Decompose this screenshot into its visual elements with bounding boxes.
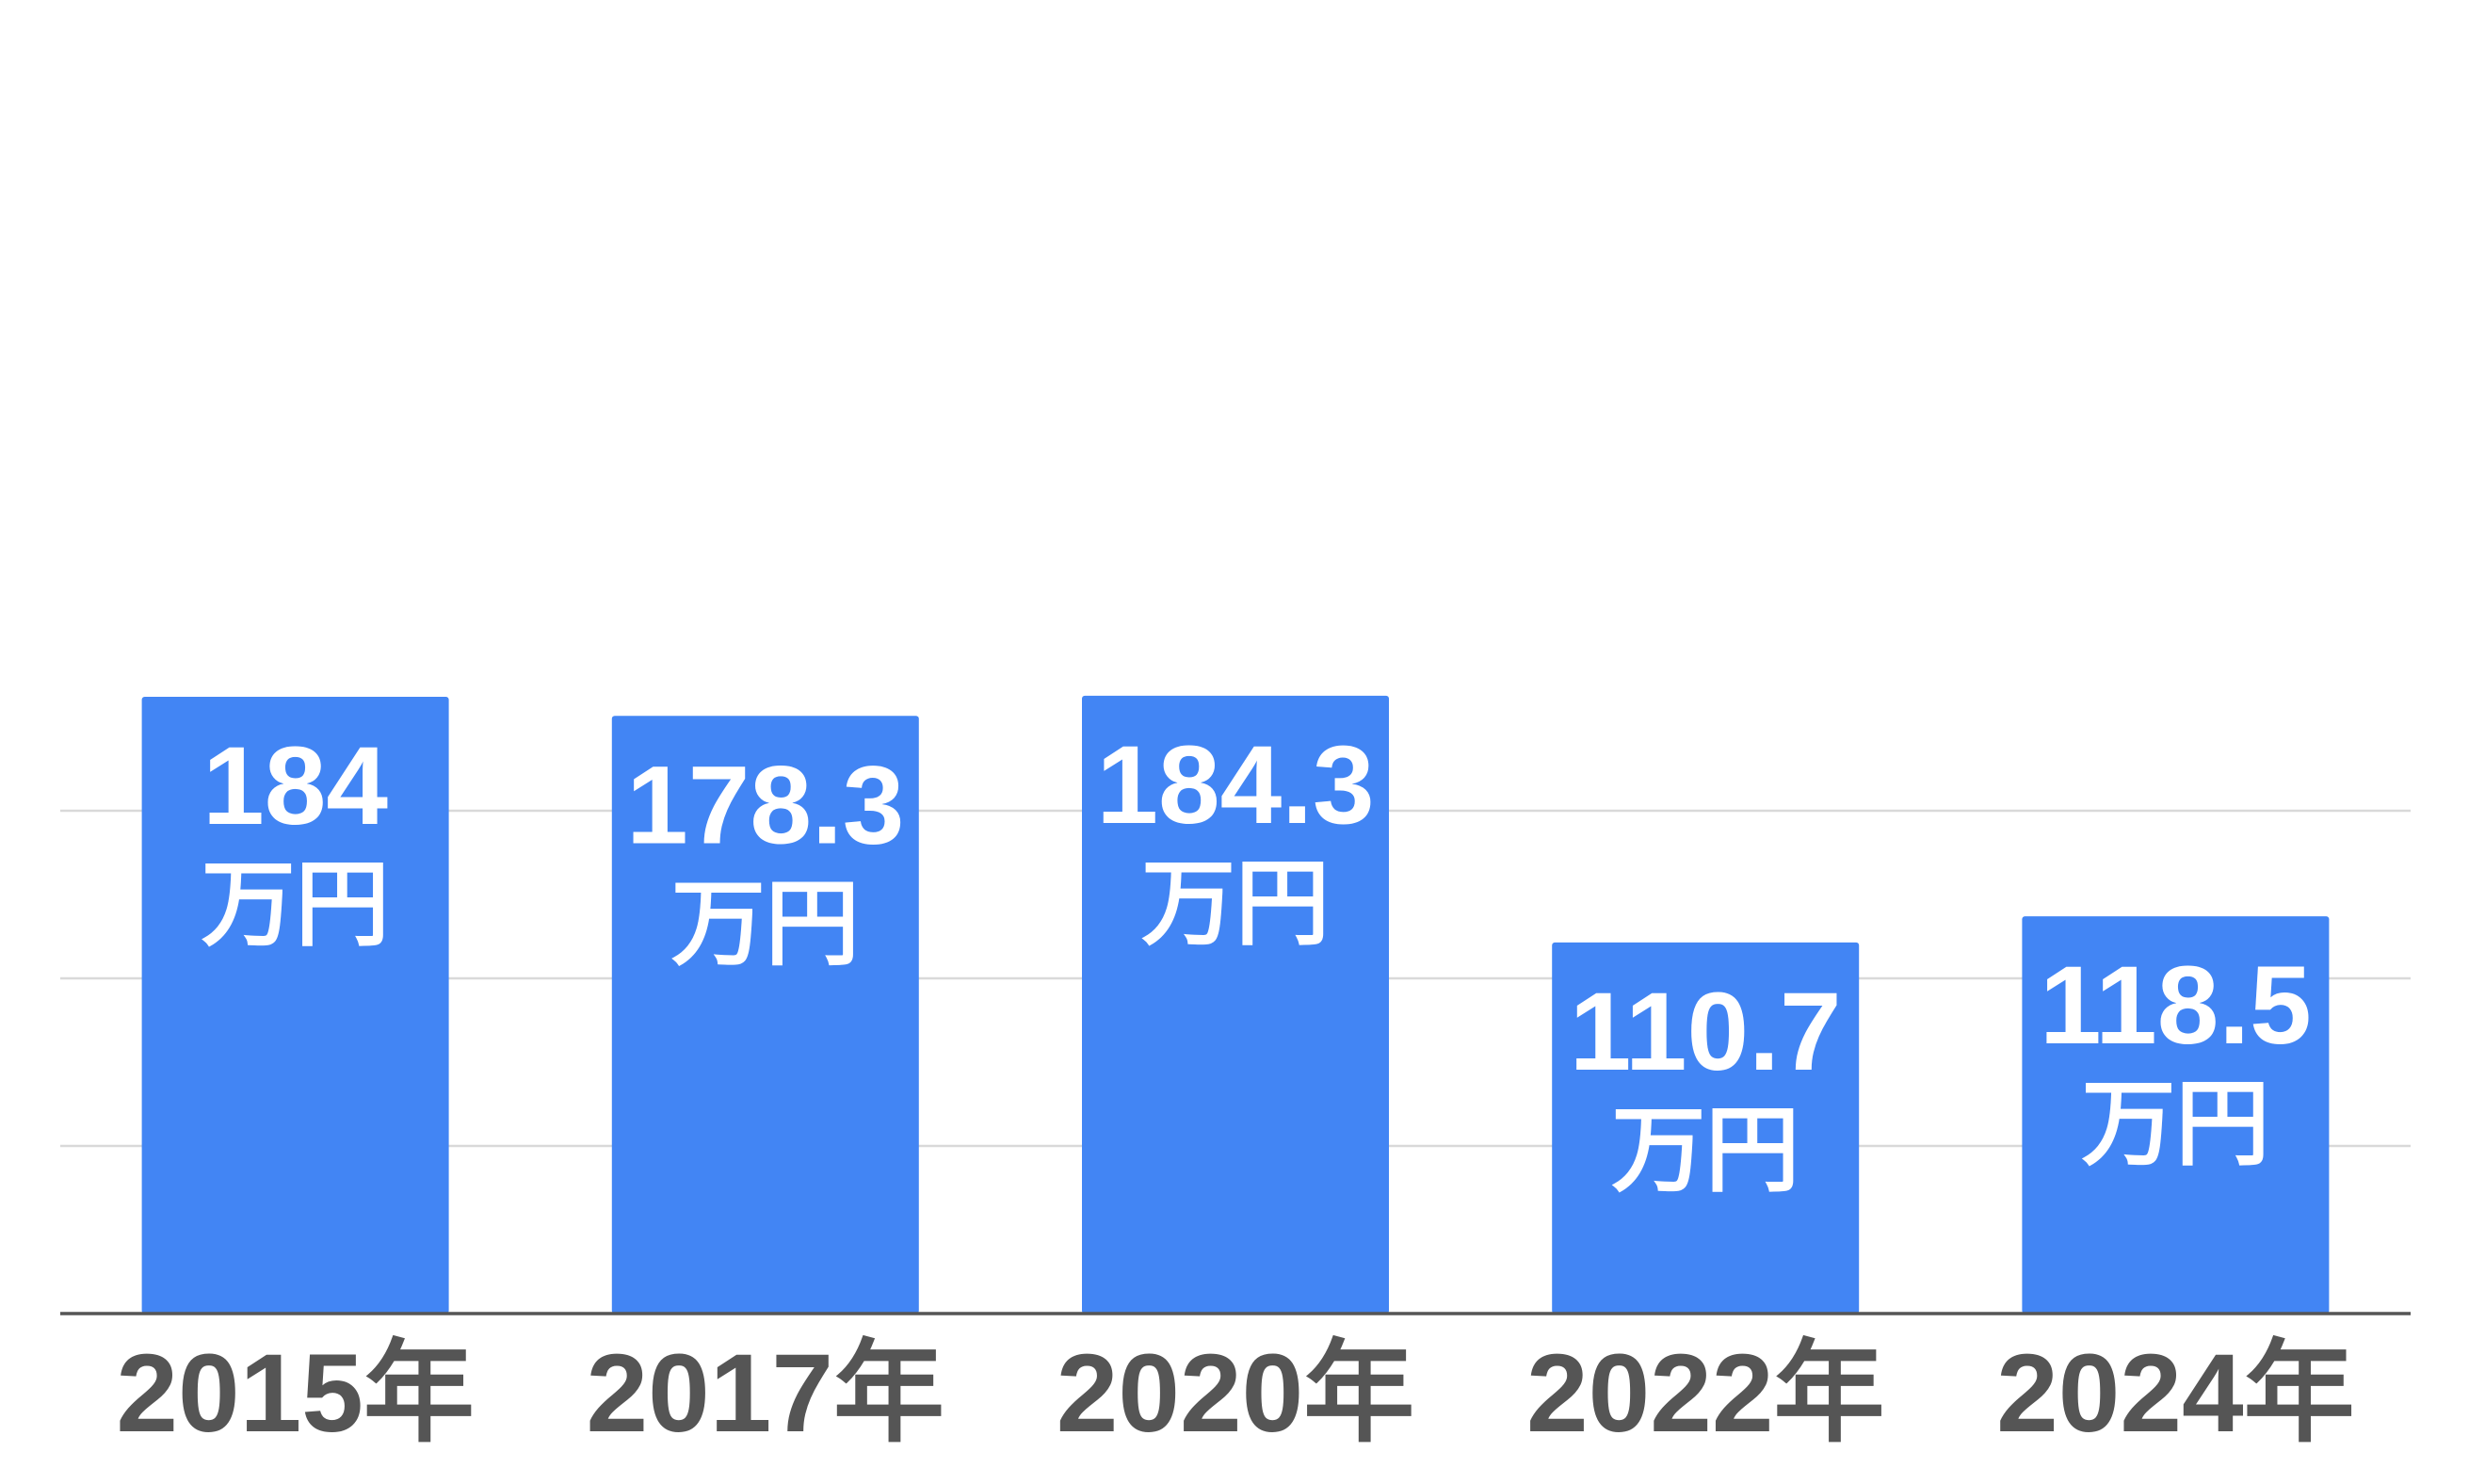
x-tick-label: 2020年 xyxy=(1057,1331,1415,1456)
bar-value-label: 184.3 xyxy=(1096,723,1374,847)
bar-unit-label: 万円 xyxy=(2081,1072,2269,1177)
bar-unit-label: 万円 xyxy=(202,852,390,958)
bars xyxy=(141,695,2330,1314)
x-axis-tick-labels: 2015年 2017年 2020年 2022年 2024年 xyxy=(116,1331,2354,1456)
x-tick-label: 2015年 xyxy=(116,1331,475,1456)
bar xyxy=(141,696,449,1314)
bar xyxy=(2022,916,2330,1314)
bar-unit-label: 万円 xyxy=(1141,851,1330,957)
bar-value-label: 178.3 xyxy=(626,743,904,867)
bar-value-label: 110.7 xyxy=(1570,970,1842,1094)
bar-value-label: 118.5 xyxy=(2040,944,2312,1068)
bar xyxy=(1552,942,1860,1314)
bar-unit-label: 万円 xyxy=(671,871,860,976)
bar xyxy=(1082,695,1389,1314)
x-tick-label: 2017年 xyxy=(587,1331,945,1456)
bar xyxy=(611,716,919,1314)
bar-unit-label: 万円 xyxy=(1611,1098,1799,1203)
x-tick-label: 2022年 xyxy=(1526,1331,1885,1456)
bar-value-label: 184 xyxy=(202,724,388,848)
x-tick-label: 2024年 xyxy=(1996,1331,2355,1456)
